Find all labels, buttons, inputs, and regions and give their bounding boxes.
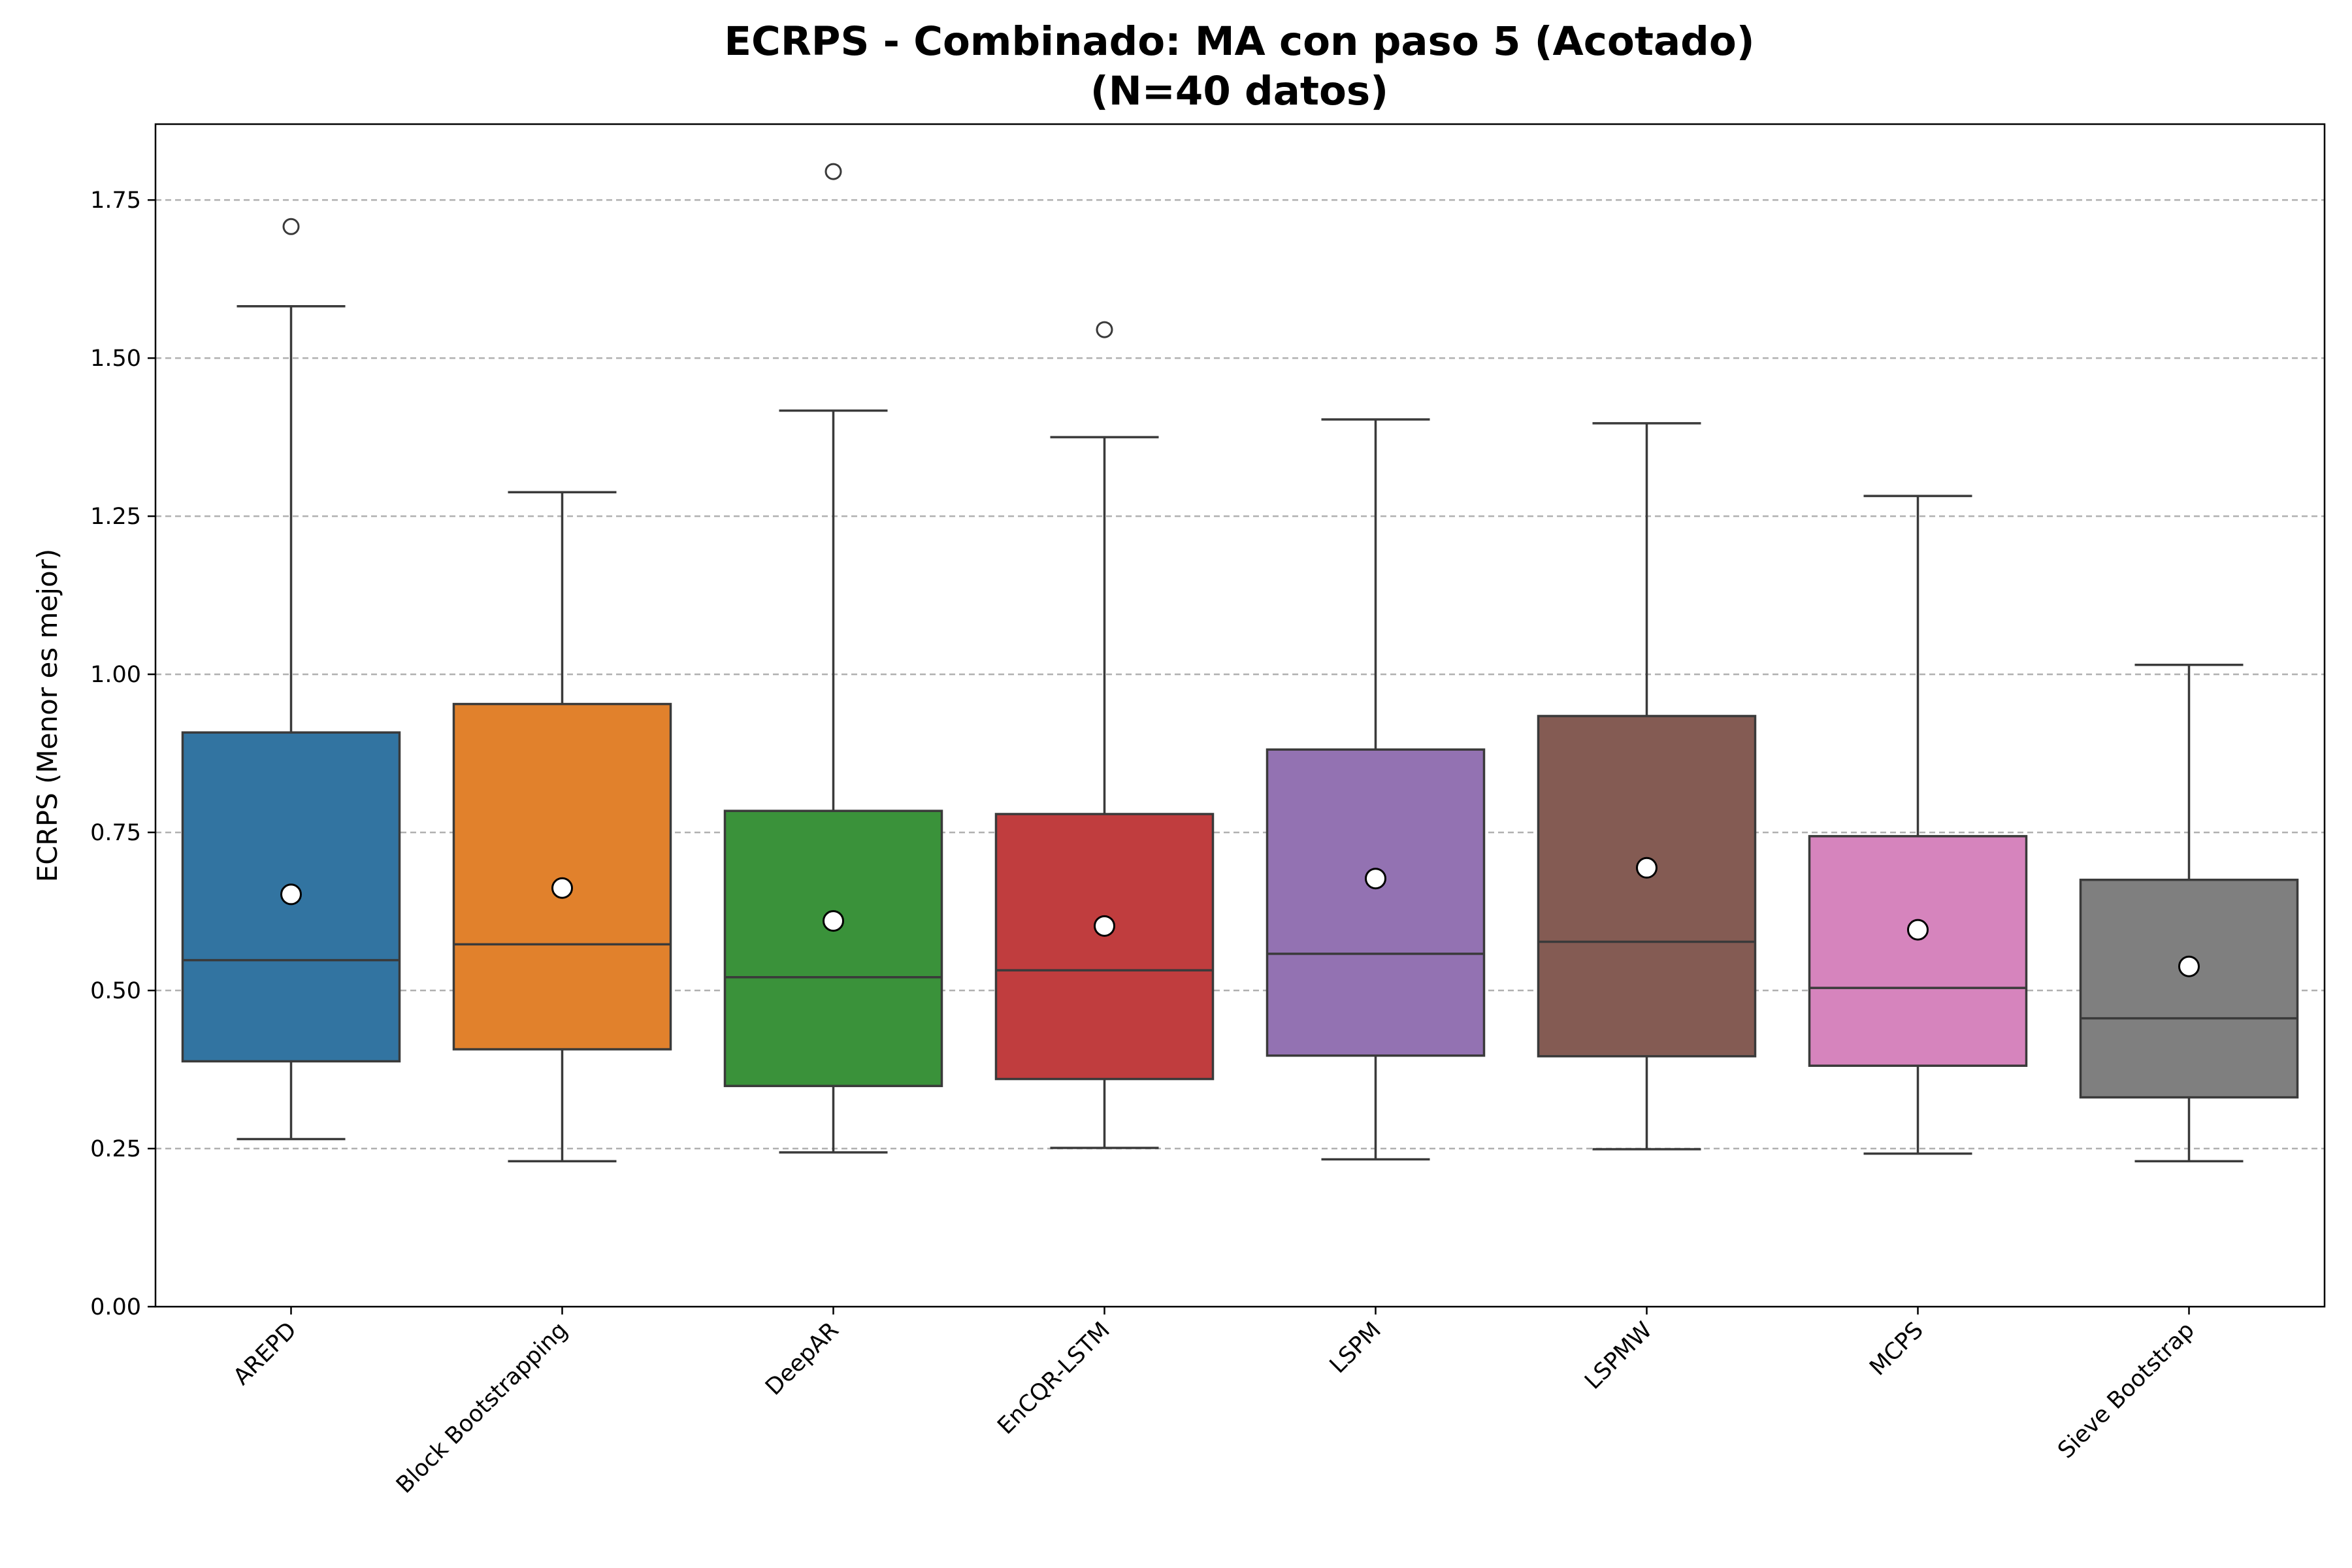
- x-tick-label: LSPM: [1325, 1317, 1386, 1379]
- y-tick-label: 1.25: [90, 504, 141, 530]
- plot-frame: [154, 123, 2326, 1308]
- box-layer: [181, 163, 2299, 1163]
- box-plot-lspmw: [1537, 422, 1757, 1151]
- mean-marker: [1907, 919, 1929, 941]
- x-tick-label: DeepAR: [760, 1317, 844, 1401]
- box-plot-sieve-bootstrap: [2079, 663, 2299, 1163]
- box-plot-lspm: [1266, 418, 1486, 1161]
- chart-subtitle: (N=40 datos): [1090, 68, 1388, 114]
- iqr-box: [2079, 878, 2299, 1099]
- y-tick-label: 0.00: [90, 1294, 141, 1320]
- iqr-box: [994, 813, 1215, 1081]
- mean-marker: [280, 883, 302, 906]
- x-tick-label: LSPMW: [1580, 1317, 1658, 1395]
- box-plot-block-bootstrapping: [452, 491, 672, 1163]
- box-plot-encqr-lstm: [994, 321, 1215, 1149]
- outlier-point: [825, 163, 842, 180]
- mean-marker: [1636, 857, 1658, 879]
- iqr-box: [723, 809, 943, 1087]
- mean-marker: [1094, 915, 1115, 937]
- iqr-box: [452, 702, 672, 1051]
- x-tick-label: EnCQR-LSTM: [992, 1317, 1115, 1439]
- x-tick-label: Sieve Bootstrap: [2053, 1317, 2199, 1463]
- y-tick-label: 0.25: [90, 1136, 141, 1162]
- x-tick-label: MCPS: [1865, 1317, 1929, 1381]
- y-tick-label: 0.75: [90, 820, 141, 846]
- y-tick-label: 1.00: [90, 662, 141, 688]
- x-tick-label: AREPD: [229, 1317, 302, 1390]
- mean-marker: [551, 877, 573, 899]
- y-tick-label: 0.50: [90, 978, 141, 1004]
- iqr-box: [1808, 835, 2028, 1067]
- box-plot-mcps: [1808, 495, 2028, 1155]
- y-tick-label: 1.75: [90, 188, 141, 214]
- chart-title: ECRPS - Combinado: MA con paso 5 (Acotad…: [724, 18, 1754, 65]
- mean-marker: [823, 910, 844, 932]
- y-tick-label: 1.50: [90, 346, 141, 372]
- x-tick-label: Block Bootstrapping: [391, 1317, 573, 1499]
- mean-marker: [2178, 955, 2200, 977]
- iqr-box: [1266, 748, 1486, 1057]
- box-plot-deepar: [723, 163, 943, 1154]
- iqr-box: [1537, 715, 1757, 1058]
- box-plot-arepd: [181, 218, 401, 1141]
- outlier-point: [1096, 321, 1113, 338]
- y-axis-label: ECRPS (Menor es mejor): [31, 549, 63, 883]
- mean-marker: [1365, 868, 1386, 890]
- outlier-point: [282, 218, 300, 235]
